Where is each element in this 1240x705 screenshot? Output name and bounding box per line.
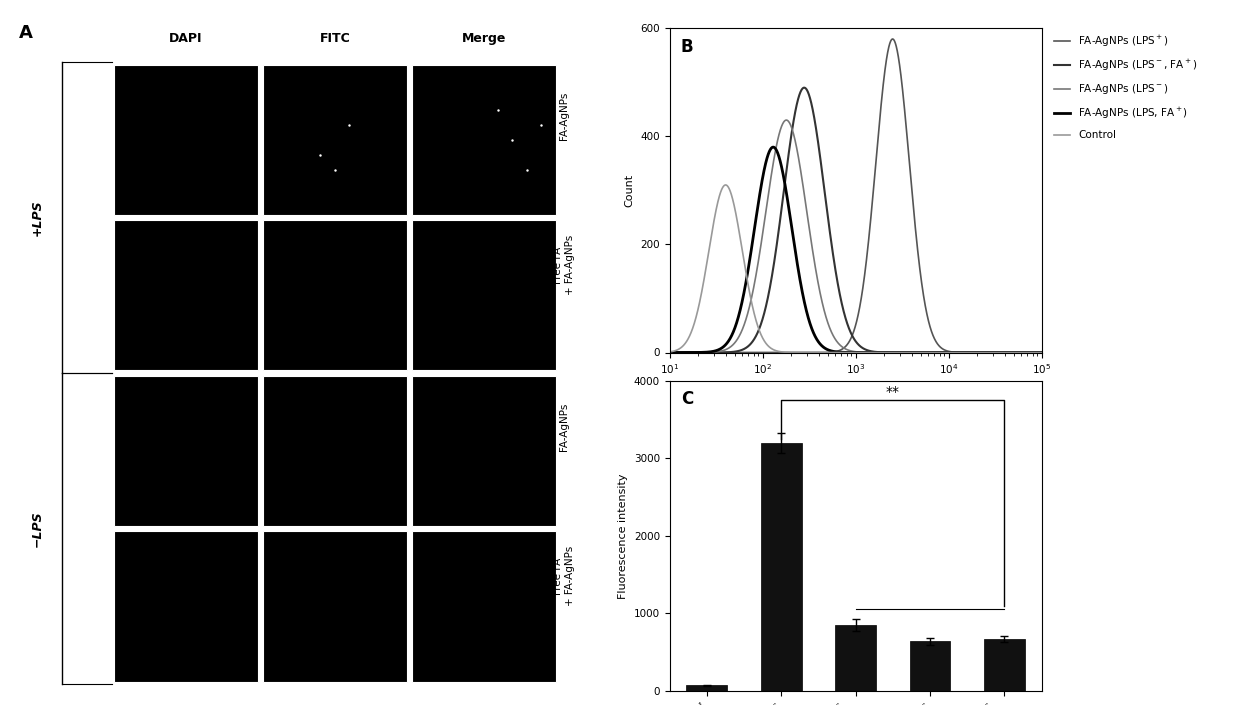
Bar [263, 220, 407, 370]
Text: Merge: Merge [461, 32, 506, 44]
Bar [985, 639, 1025, 691]
Bar [263, 376, 407, 526]
Text: Free FA
+ FA-AgNPs: Free FA + FA-AgNPs [553, 546, 575, 606]
Bar [114, 376, 258, 526]
Legend: FA-AgNPs (LPS$^+$), FA-AgNPs (LPS$^-$, FA$^+$), FA-AgNPs (LPS$^-$), FA-AgNPs (LP: FA-AgNPs (LPS$^+$), FA-AgNPs (LPS$^-$, F… [1054, 33, 1198, 140]
Bar [412, 65, 556, 215]
Text: C: C [681, 390, 693, 408]
Bar [412, 376, 556, 526]
X-axis label: Fluorescence intensity: Fluorescence intensity [792, 381, 919, 391]
Text: DAPI: DAPI [169, 32, 203, 44]
Bar [114, 220, 258, 370]
Bar [910, 642, 951, 691]
Text: Free FA
+ FA-AgNPs: Free FA + FA-AgNPs [553, 235, 575, 295]
Bar [114, 532, 258, 682]
Bar [263, 532, 407, 682]
Text: FA-AgNPs: FA-AgNPs [559, 92, 569, 140]
Bar [412, 532, 556, 682]
Bar [263, 65, 407, 215]
Bar [687, 685, 727, 691]
Text: FITC: FITC [320, 32, 350, 44]
Text: −LPS: −LPS [31, 510, 43, 547]
Text: B: B [681, 38, 693, 56]
Bar [836, 625, 877, 691]
Text: +LPS: +LPS [31, 200, 43, 236]
Text: FA-AgNPs: FA-AgNPs [559, 403, 569, 451]
Text: **: ** [885, 384, 900, 398]
Bar [114, 65, 258, 215]
Text: A: A [19, 25, 32, 42]
Y-axis label: Count: Count [625, 174, 635, 207]
Bar [761, 443, 802, 691]
Y-axis label: Fluorescence intensity: Fluorescence intensity [619, 473, 629, 599]
Bar [412, 220, 556, 370]
